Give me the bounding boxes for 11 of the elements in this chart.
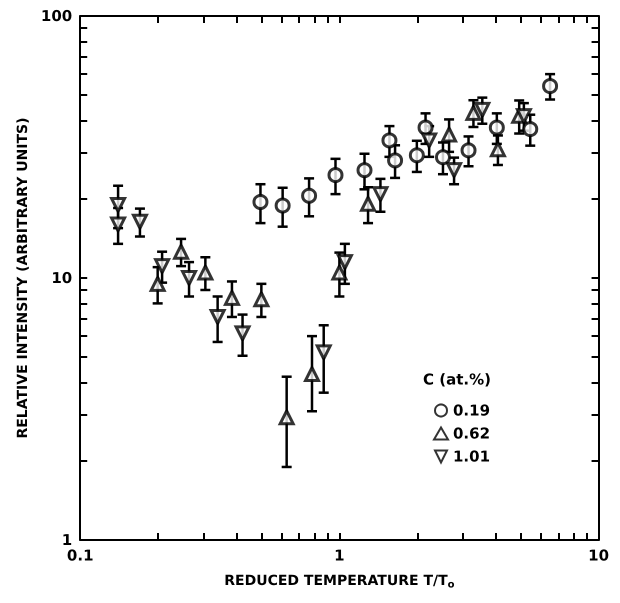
x-tick-label: 0.1 — [66, 546, 94, 564]
y-tick-label: 100 — [40, 7, 72, 25]
y-tick-label: 1 — [62, 531, 72, 549]
x-tick-label: 10 — [588, 546, 609, 564]
y-tick-label: 10 — [51, 269, 72, 287]
legend-label: 1.01 — [453, 448, 490, 466]
legend-label: 0.62 — [453, 424, 490, 442]
legend-label: 0.19 — [453, 402, 490, 420]
legend-title: C (at.%) — [423, 370, 491, 388]
x-tick-label: 1 — [334, 546, 345, 564]
y-axis-title: RELATIVE INTENSITY (ARBITRARY UNITS) — [15, 117, 31, 439]
